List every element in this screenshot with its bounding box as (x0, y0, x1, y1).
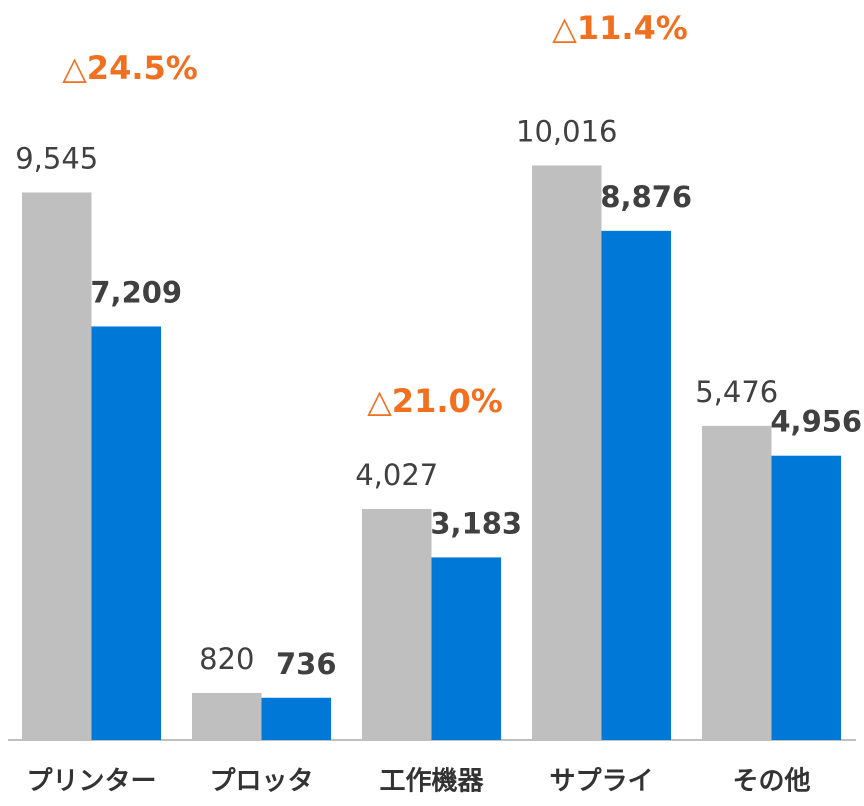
bar (261, 697, 331, 740)
value-label: 736 (276, 647, 337, 681)
value-label: 5,476 (695, 375, 778, 409)
annotation: △11.4% (552, 9, 688, 47)
value-label: 7,209 (90, 275, 182, 309)
bar (22, 192, 92, 740)
bar (431, 557, 501, 740)
x-tick-label: その他 (732, 767, 810, 797)
x-tick-label: サプライ (549, 767, 653, 797)
annotation: △24.5% (62, 49, 198, 87)
value-label: 9,545 (15, 141, 98, 175)
value-label: 4,956 (770, 405, 862, 439)
x-tick-label: プロッタ (209, 767, 313, 797)
value-label: 3,183 (430, 506, 522, 540)
value-label: 10,016 (516, 114, 617, 148)
bar (601, 230, 671, 740)
bar (362, 508, 432, 740)
value-label: 4,027 (355, 458, 438, 492)
value-label: 820 (199, 642, 254, 676)
annotation: △21.0% (367, 382, 503, 420)
x-tick-label: 工作機器 (379, 767, 484, 797)
bar (192, 692, 262, 740)
value-label: 8,876 (600, 180, 692, 214)
bar (771, 455, 841, 740)
bar (532, 165, 602, 740)
bar (91, 326, 161, 740)
x-tick-label: プリンター (26, 767, 156, 797)
bar (702, 425, 772, 740)
